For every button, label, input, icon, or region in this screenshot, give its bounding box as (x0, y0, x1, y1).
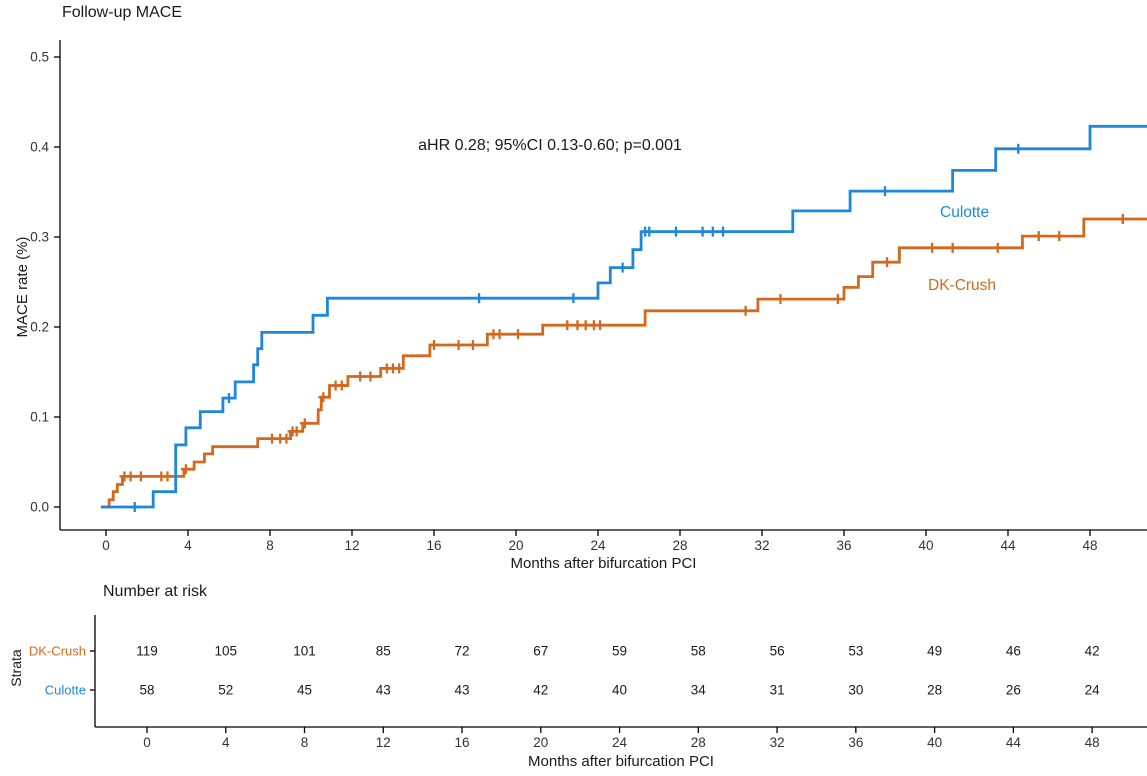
risk-x-tick-label: 28 (691, 735, 706, 750)
y-tick-label: 0.5 (30, 50, 49, 65)
risk-value: 58 (139, 683, 154, 698)
x-tick-label: 8 (266, 538, 274, 553)
risk-x-tick-label: 16 (455, 735, 470, 750)
x-tick-label: 40 (918, 538, 933, 553)
risk-x-tick-label: 24 (612, 735, 628, 750)
y-tick-label: 0.3 (30, 230, 49, 245)
risk-value: 119 (136, 644, 158, 659)
risk-value: 45 (297, 683, 312, 698)
risk-value: 28 (927, 683, 942, 698)
risk-value: 31 (770, 683, 785, 698)
risk-value: 42 (1085, 644, 1100, 659)
risk-value: 53 (848, 644, 863, 659)
risk-value: 34 (691, 683, 707, 698)
x-tick-label: 48 (1082, 538, 1097, 553)
risk-x-tick-label: 36 (848, 735, 863, 750)
risk-value: 58 (691, 644, 706, 659)
risk-table-title: Number at risk (103, 583, 208, 600)
culotte-curve (100, 124, 1147, 509)
risk-value: 56 (770, 644, 785, 659)
y-tick-label: 0.2 (30, 320, 49, 335)
risk-row-label-culotte: Culotte (45, 683, 86, 698)
curve-label-culotte: Culotte (940, 204, 989, 221)
risk-table-x-axis-title: Months after bifurcation PCI (528, 753, 714, 770)
risk-x-tick-label: 0 (143, 735, 151, 750)
risk-x-tick-label: 44 (1006, 735, 1022, 750)
x-tick-label: 44 (1000, 538, 1016, 553)
risk-value: 26 (1006, 683, 1021, 698)
risk-value: 40 (612, 683, 627, 698)
x-tick-label: 32 (754, 538, 769, 553)
x-tick-label: 4 (184, 538, 192, 553)
x-axis-title: Months after bifurcation PCI (510, 555, 697, 572)
risk-value: 42 (533, 683, 548, 698)
risk-x-tick-label: 48 (1085, 735, 1100, 750)
x-tick-label: 28 (672, 538, 687, 553)
risk-value: 72 (455, 644, 470, 659)
risk-value: 85 (376, 644, 391, 659)
risk-x-tick-label: 8 (301, 735, 309, 750)
curve-label-dk-crush: DK-Crush (928, 277, 996, 294)
risk-value: 49 (927, 644, 942, 659)
risk-value: 43 (455, 683, 470, 698)
chart-title: Follow-up MACE (62, 4, 183, 21)
risk-row-label-dk-crush: DK-Crush (29, 644, 86, 659)
x-tick-label: 36 (836, 538, 851, 553)
risk-value: 24 (1085, 683, 1101, 698)
hazard-ratio-annotation: aHR 0.28; 95%CI 0.13-0.60; p=0.001 (418, 137, 682, 154)
y-tick-label: 0.1 (30, 410, 49, 425)
x-tick-label: 12 (344, 538, 359, 553)
y-tick-label: 0.4 (30, 140, 49, 155)
risk-x-tick-label: 4 (222, 735, 230, 750)
risk-value: 105 (214, 644, 237, 659)
x-tick-label: 16 (426, 538, 441, 553)
risk-value: 67 (533, 644, 548, 659)
risk-x-tick-label: 12 (376, 735, 391, 750)
risk-value: 30 (848, 683, 863, 698)
risk-x-tick-label: 32 (770, 735, 785, 750)
risk-value: 52 (218, 683, 233, 698)
risk-value: 59 (612, 644, 627, 659)
risk-value: 46 (1006, 644, 1021, 659)
x-tick-label: 24 (590, 538, 606, 553)
x-tick-label: 0 (102, 538, 110, 553)
x-tick-label: 20 (508, 538, 523, 553)
risk-x-tick-label: 40 (927, 735, 942, 750)
risk-value: 101 (293, 644, 316, 659)
risk-x-tick-label: 20 (533, 735, 548, 750)
y-tick-label: 0.0 (30, 500, 49, 515)
risk-value: 43 (376, 683, 391, 698)
